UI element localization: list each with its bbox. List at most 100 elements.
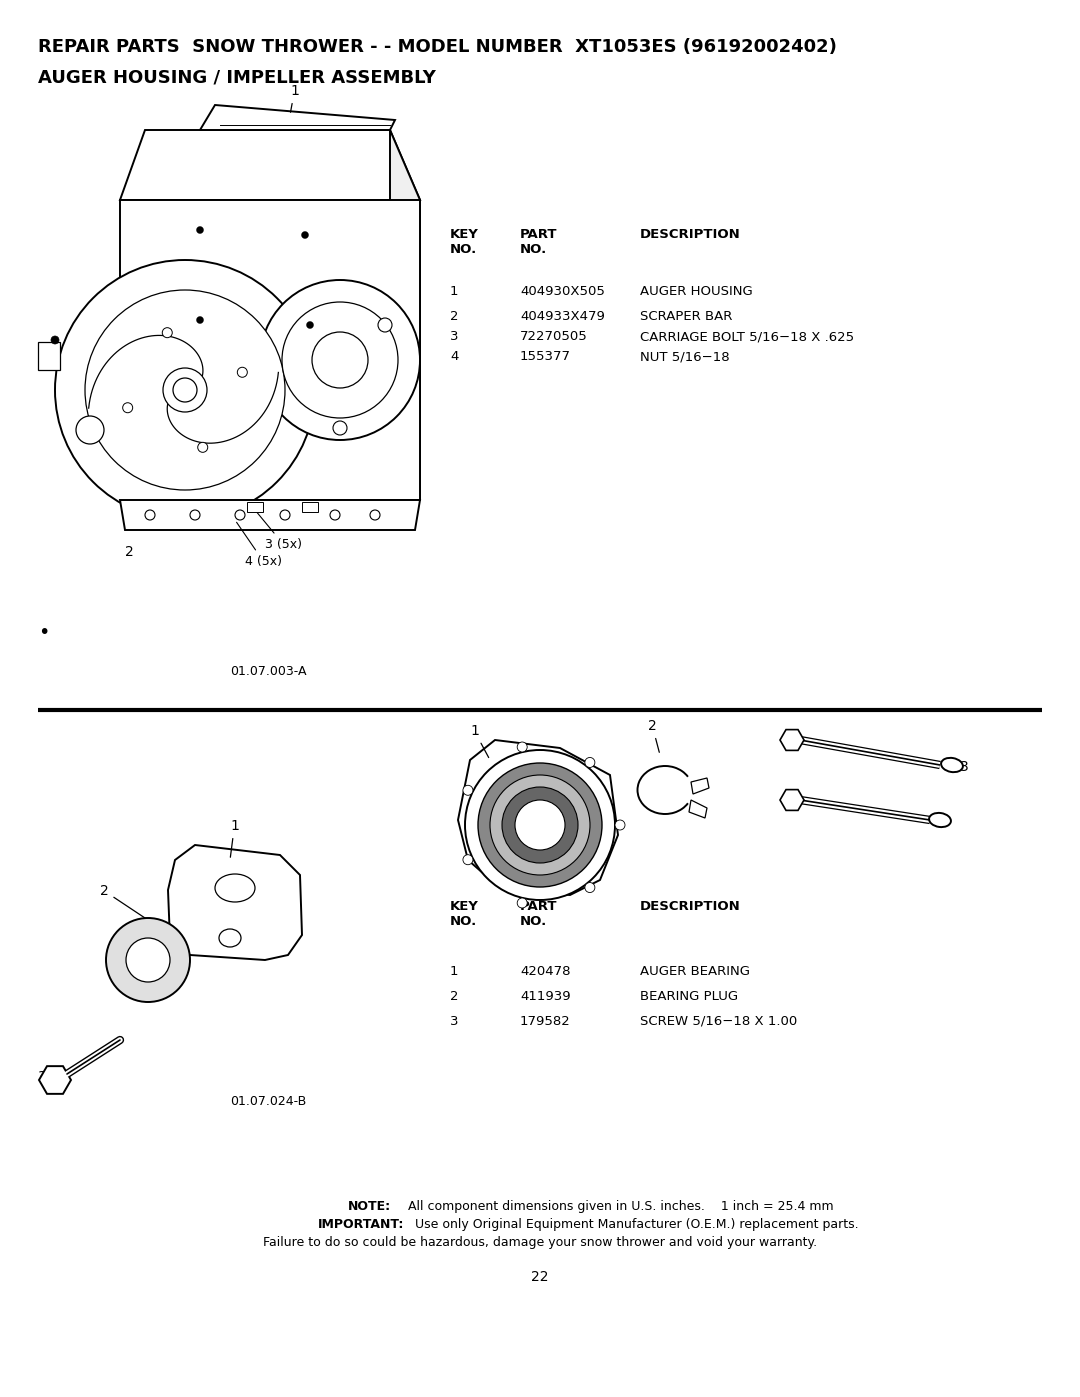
Text: 2: 2 <box>450 310 459 323</box>
Circle shape <box>197 317 203 324</box>
Text: PART
NO.: PART NO. <box>519 228 557 256</box>
Text: 01.07.003-A: 01.07.003-A <box>230 665 307 678</box>
Text: Failure to do so could be hazardous, damage your snow thrower and void your warr: Failure to do so could be hazardous, dam… <box>262 1236 818 1249</box>
Text: 411939: 411939 <box>519 990 570 1003</box>
Ellipse shape <box>929 813 950 827</box>
Text: SCREW 5/16−18 X 1.00: SCREW 5/16−18 X 1.00 <box>640 1016 797 1028</box>
Text: REPAIR PARTS  SNOW THROWER - - MODEL NUMBER  XT1053ES (96192002402): REPAIR PARTS SNOW THROWER - - MODEL NUMB… <box>38 38 837 56</box>
Circle shape <box>76 416 104 444</box>
Polygon shape <box>691 778 708 793</box>
Text: 155377: 155377 <box>519 351 571 363</box>
FancyBboxPatch shape <box>302 502 318 511</box>
Polygon shape <box>120 130 420 200</box>
Text: DESCRIPTION: DESCRIPTION <box>640 900 741 914</box>
Text: 01.07.024-B: 01.07.024-B <box>230 1095 307 1108</box>
Circle shape <box>465 750 615 900</box>
Text: 72270505: 72270505 <box>519 330 588 344</box>
Text: BEARING PLUG: BEARING PLUG <box>640 990 738 1003</box>
Polygon shape <box>689 800 707 819</box>
Text: 3: 3 <box>450 1016 459 1028</box>
Text: IMPORTANT:: IMPORTANT: <box>318 1218 404 1231</box>
Text: 404930X505: 404930X505 <box>519 285 605 298</box>
Circle shape <box>585 883 595 893</box>
Circle shape <box>173 379 197 402</box>
Text: Use only Original Equipment Manufacturer (O.E.M.) replacement parts.: Use only Original Equipment Manufacturer… <box>415 1218 859 1231</box>
Polygon shape <box>120 500 420 529</box>
Circle shape <box>126 937 170 982</box>
Text: 420478: 420478 <box>519 965 570 978</box>
Circle shape <box>502 787 578 863</box>
Text: KEY
NO.: KEY NO. <box>450 900 478 928</box>
Polygon shape <box>120 200 420 500</box>
Circle shape <box>370 510 380 520</box>
Circle shape <box>478 763 602 887</box>
Circle shape <box>333 420 347 434</box>
Circle shape <box>238 367 247 377</box>
Circle shape <box>330 510 340 520</box>
Text: 179582: 179582 <box>519 1016 570 1028</box>
Circle shape <box>163 367 207 412</box>
Text: 2: 2 <box>125 545 134 559</box>
Circle shape <box>260 279 420 440</box>
Text: NOTE:: NOTE: <box>348 1200 391 1213</box>
Circle shape <box>106 918 190 1002</box>
Text: KEY
NO.: KEY NO. <box>450 228 478 256</box>
Circle shape <box>615 820 625 830</box>
Circle shape <box>198 443 207 453</box>
Circle shape <box>85 291 285 490</box>
Text: 22: 22 <box>531 1270 549 1284</box>
Text: 3: 3 <box>960 760 969 774</box>
Text: 1: 1 <box>450 965 459 978</box>
Polygon shape <box>390 130 420 500</box>
Text: AUGER HOUSING: AUGER HOUSING <box>640 285 753 298</box>
Circle shape <box>312 332 368 388</box>
Ellipse shape <box>219 929 241 947</box>
Text: 2: 2 <box>100 884 146 918</box>
Text: AUGER BEARING: AUGER BEARING <box>640 965 750 978</box>
Polygon shape <box>168 845 302 960</box>
Ellipse shape <box>215 875 255 902</box>
Circle shape <box>517 742 527 752</box>
Circle shape <box>378 319 392 332</box>
Circle shape <box>282 302 399 418</box>
Text: 1: 1 <box>450 285 459 298</box>
Text: 1: 1 <box>230 819 239 858</box>
Text: CARRIAGE BOLT 5/16−18 X .625: CARRIAGE BOLT 5/16−18 X .625 <box>640 330 854 344</box>
Circle shape <box>307 321 313 328</box>
Text: 4 (5x): 4 (5x) <box>237 522 282 569</box>
Text: SCRAPER BAR: SCRAPER BAR <box>640 310 732 323</box>
Circle shape <box>517 898 527 908</box>
FancyBboxPatch shape <box>247 502 264 511</box>
Ellipse shape <box>941 757 963 773</box>
Text: 1: 1 <box>291 84 299 112</box>
Text: PART
NO.: PART NO. <box>519 900 557 928</box>
Circle shape <box>463 785 473 795</box>
Text: NUT 5/16−18: NUT 5/16−18 <box>640 351 730 363</box>
Text: All component dimensions given in U.S. inches.    1 inch = 25.4 mm: All component dimensions given in U.S. i… <box>408 1200 834 1213</box>
Circle shape <box>145 510 156 520</box>
FancyBboxPatch shape <box>38 342 60 370</box>
Circle shape <box>515 800 565 849</box>
Text: 4: 4 <box>450 351 458 363</box>
Text: •: • <box>38 623 50 643</box>
Circle shape <box>490 775 590 875</box>
Circle shape <box>301 232 309 239</box>
Text: AUGER HOUSING / IMPELLER ASSEMBLY: AUGER HOUSING / IMPELLER ASSEMBLY <box>38 68 436 87</box>
Circle shape <box>463 855 473 865</box>
Circle shape <box>55 260 315 520</box>
Text: 3: 3 <box>450 330 459 344</box>
Polygon shape <box>200 105 395 130</box>
Circle shape <box>235 510 245 520</box>
Text: 3: 3 <box>38 1070 46 1084</box>
Text: 1: 1 <box>470 724 488 757</box>
Circle shape <box>123 402 133 412</box>
Circle shape <box>197 226 203 233</box>
Circle shape <box>51 337 59 344</box>
Text: 404933X479: 404933X479 <box>519 310 605 323</box>
Text: 2: 2 <box>648 719 659 753</box>
Polygon shape <box>458 740 618 895</box>
Circle shape <box>280 510 291 520</box>
Text: DESCRIPTION: DESCRIPTION <box>640 228 741 242</box>
Circle shape <box>190 510 200 520</box>
Circle shape <box>162 328 173 338</box>
